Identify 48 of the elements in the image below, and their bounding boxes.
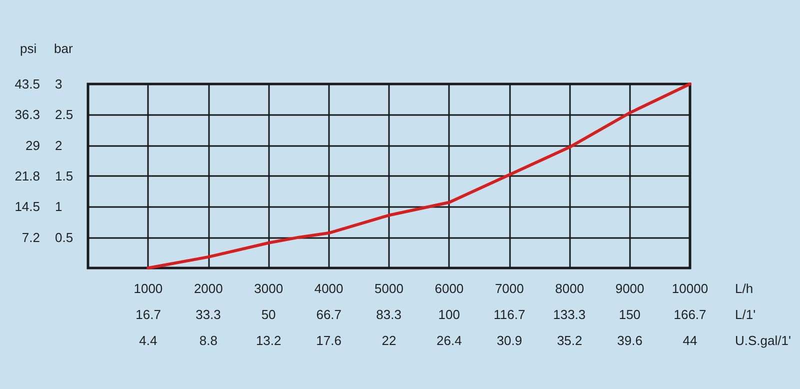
y-axis-title: psi <box>20 41 37 56</box>
x-tick-label: 2000 <box>194 281 223 296</box>
text: 4.4 <box>139 333 158 348</box>
x-tick-label: 10000 <box>672 281 708 296</box>
x2-tick-label: 166.7 <box>674 307 706 322</box>
x-tick-label: 5000 <box>374 281 404 296</box>
y2-tick-label: 1.5 <box>55 168 74 184</box>
x2-tick-label: 66.7 <box>316 307 342 322</box>
x2-tick-label: 50 <box>261 307 276 322</box>
x-axis-title: L/h <box>735 281 754 296</box>
y2-tick-label: 0.5 <box>55 230 74 245</box>
x2-tick-label: 100 <box>438 307 460 322</box>
text: 44 <box>682 333 698 348</box>
text: 17.6 <box>316 333 342 348</box>
y-tick-label: 14.5 <box>14 199 40 214</box>
x-tick-label: 7000 <box>494 281 524 296</box>
x-tick-label: 4000 <box>314 281 344 296</box>
text: 22 <box>382 333 396 348</box>
y2-tick-label: 2.5 <box>55 107 74 122</box>
x2-tick-label: 83.3 <box>376 307 402 322</box>
y2-tick-label: 3 <box>55 76 62 92</box>
text: 8.8 <box>199 333 218 348</box>
x-tick-label: 9000 <box>615 281 644 296</box>
x2-tick-label: 16.7 <box>136 307 161 322</box>
x2-tick-label: 133.3 <box>553 307 586 322</box>
text: 13.2 <box>256 333 282 348</box>
y2-axis-title: bar <box>54 41 74 56</box>
x2-tick-label: 33.3 <box>196 307 221 322</box>
line-series <box>146 82 692 270</box>
y-tick-label: 7.2 <box>22 230 40 246</box>
x2-tick-label: 150 <box>618 307 641 322</box>
text: U.S.gal/1' <box>735 333 791 348</box>
text: 30.9 <box>496 333 522 348</box>
y-tick-label: 43.5 <box>14 76 40 92</box>
y-tick-label: 21.8 <box>14 168 40 184</box>
y-tick-label: 29 <box>26 138 40 153</box>
text: 35.2 <box>556 333 582 348</box>
text: 39.6 <box>617 333 642 348</box>
y-tick-label: 36.3 <box>14 106 40 122</box>
x-tick-label: 6000 <box>434 281 464 296</box>
x2-axis-title: L/1' <box>735 307 756 322</box>
x-tick-label: 3000 <box>254 281 284 296</box>
text: 26.4 <box>436 333 462 348</box>
x-tick-label: 1000 <box>134 281 163 296</box>
y2-tick-label: 1 <box>55 199 62 214</box>
x-tick-label: 8000 <box>555 281 584 296</box>
y2-tick-label: 2 <box>55 138 62 153</box>
x2-tick-label: 116.7 <box>494 307 526 322</box>
